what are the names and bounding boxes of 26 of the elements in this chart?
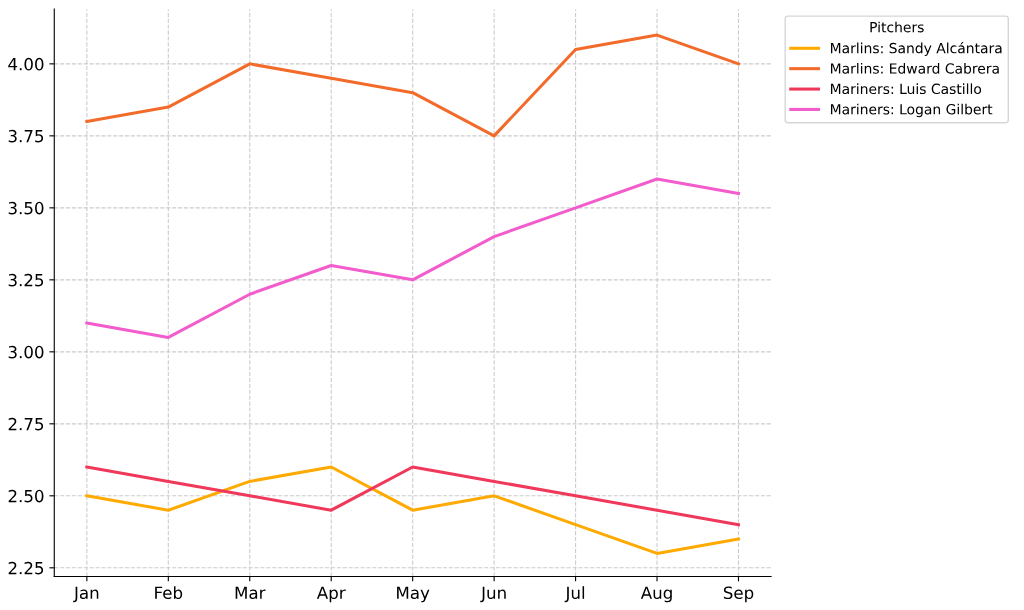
legend-label: Marlins: Edward Cabrera (830, 62, 999, 74)
y-tick-label: 3.50 (8, 201, 44, 215)
line-series (85, 465, 741, 555)
x-tick-label: Sep (723, 586, 754, 603)
line-series (85, 465, 741, 527)
y-tick-label: 2.75 (8, 417, 44, 431)
x-tick-label: Jan (73, 586, 99, 603)
y-tick-label: 3.00 (8, 345, 44, 359)
y-tick-label: 2.25 (8, 561, 44, 575)
legend-label: Mariners: Luis Castillo (830, 83, 982, 95)
y-tick-label: 3.75 (8, 129, 44, 143)
y-tick-label: 2.50 (8, 489, 44, 503)
legend-label: Mariners: Logan Gilbert (830, 103, 993, 118)
x-tick-label: Aug (640, 586, 672, 603)
x-tick-label: Feb (155, 586, 183, 600)
x-tick-label: Apr (316, 586, 346, 603)
x-tick-label: May (397, 586, 430, 603)
x-tick-label: Mar (235, 586, 266, 600)
x-tick-label: Jul (564, 586, 585, 603)
legend-label: Marlins: Sandy Alcántara (830, 42, 1002, 57)
y-tick-label: 4.00 (8, 57, 44, 71)
line-series (85, 33, 741, 138)
x-tick-label: Jun (480, 586, 506, 603)
y-tick-label: 3.25 (8, 273, 44, 287)
legend-title: Pitchers (870, 21, 924, 33)
line-series (85, 177, 741, 339)
